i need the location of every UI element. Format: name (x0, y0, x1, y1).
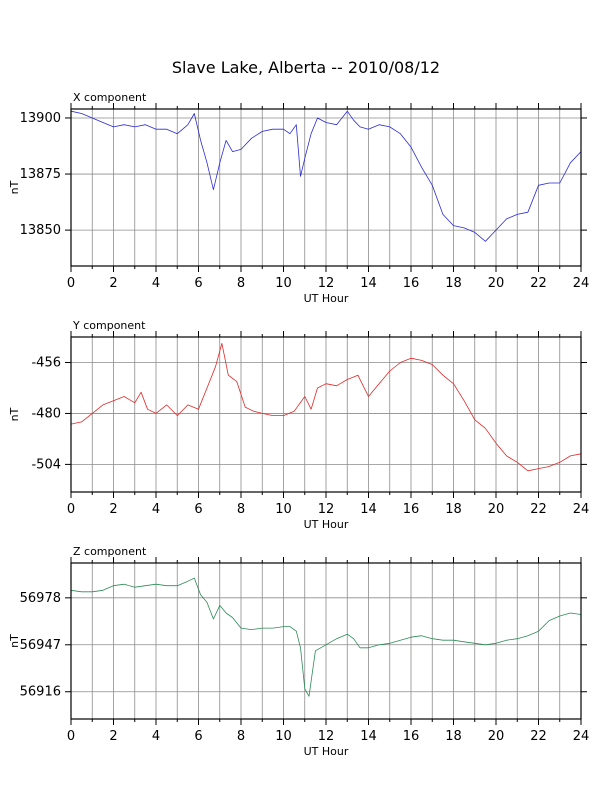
x-axis-label: UT Hour (304, 745, 349, 758)
y-tick-label: 13850 (20, 223, 61, 238)
x-tick-label: 12 (318, 502, 335, 517)
y-tick-label: 13875 (20, 167, 61, 182)
x-tick-label: 14 (360, 729, 377, 744)
x-tick-label: 2 (109, 729, 117, 744)
x-tick-label: 4 (152, 729, 160, 744)
y-tick-label: -456 (31, 355, 61, 370)
x-tick-label: 20 (488, 729, 505, 744)
x-tick-label: 16 (403, 502, 420, 517)
x-tick-label: 10 (275, 729, 292, 744)
x-tick-label: 18 (445, 729, 462, 744)
data-series-line (70, 577, 582, 697)
y-axis-label: nT (8, 634, 21, 648)
x-tick-label: 8 (237, 502, 245, 517)
x-tick-label: 14 (360, 502, 377, 517)
chart-title: Y component (72, 319, 146, 332)
page-title: Slave Lake, Alberta -- 2010/08/12 (171, 58, 441, 77)
x-tick-label: 16 (403, 276, 420, 291)
x-tick-label: 8 (237, 276, 245, 291)
x-tick-label: 22 (530, 276, 547, 291)
x-tick-label: 12 (318, 276, 335, 291)
x-tick-label: 24 (573, 502, 590, 517)
chart-title: Z component (73, 545, 147, 558)
x-tick-label: 18 (445, 276, 462, 291)
x-tick-label: 24 (573, 729, 590, 744)
x-tick-label: 4 (152, 276, 160, 291)
x-tick-label: 0 (67, 729, 75, 744)
y-axis-label: nT (8, 180, 21, 194)
x-tick-label: 10 (275, 502, 292, 517)
x-tick-label: 4 (152, 502, 160, 517)
y-tick-label: -480 (31, 406, 61, 421)
data-series-line (70, 342, 582, 472)
x-tick-label: 14 (360, 276, 377, 291)
x-tick-label: 24 (573, 276, 590, 291)
x-tick-label: 0 (67, 502, 75, 517)
x-tick-label: 16 (403, 729, 420, 744)
x-tick-label: 22 (530, 729, 547, 744)
x-axis-label: UT Hour (304, 518, 349, 531)
chart-title: X component (73, 91, 147, 104)
x-tick-label: 6 (194, 502, 202, 517)
x-tick-label: 8 (237, 729, 245, 744)
y-tick-label: 56947 (20, 638, 61, 653)
y-axis-label: nT (8, 407, 21, 421)
x-tick-label: 2 (109, 276, 117, 291)
x-tick-label: 10 (275, 276, 292, 291)
x-tick-label: 20 (488, 276, 505, 291)
x-tick-label: 6 (194, 276, 202, 291)
x-tick-label: 0 (67, 276, 75, 291)
y-tick-label: -504 (31, 457, 61, 472)
y-tick-label: 56916 (20, 685, 61, 700)
x-tick-label: 20 (488, 502, 505, 517)
y-tick-label: 56978 (20, 591, 61, 606)
x-tick-label: 2 (109, 502, 117, 517)
y-tick-label: 13900 (20, 111, 61, 126)
data-series-line (70, 110, 582, 242)
x-tick-label: 12 (318, 729, 335, 744)
x-tick-label: 22 (530, 502, 547, 517)
x-tick-label: 6 (194, 729, 202, 744)
x-tick-label: 18 (445, 502, 462, 517)
x-axis-label: UT Hour (304, 292, 349, 305)
